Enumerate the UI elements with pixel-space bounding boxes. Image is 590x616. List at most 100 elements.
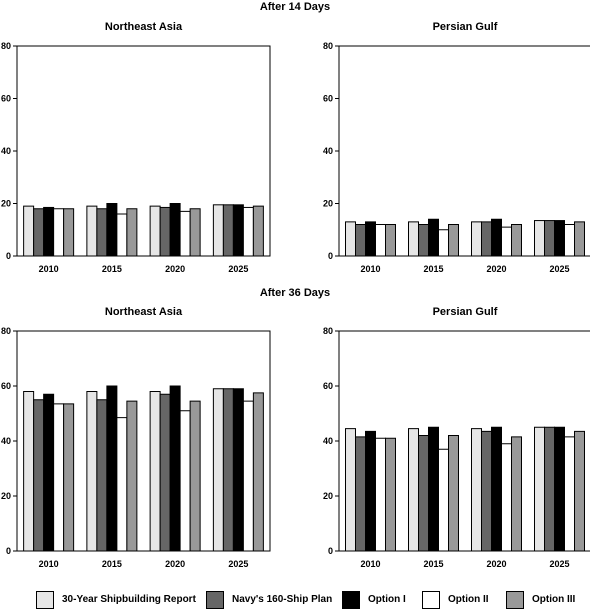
bar [534, 426, 545, 552]
legend-swatch-navy-160-ship-plan [206, 591, 224, 609]
bar [385, 437, 396, 552]
y-tick-label: 20 [323, 199, 333, 209]
bar [448, 435, 459, 552]
bar [375, 437, 386, 552]
x-tick-label: 2020 [486, 264, 506, 274]
bar [418, 435, 429, 552]
y-tick-label: 40 [1, 146, 11, 156]
x-tick-label: 2020 [486, 559, 506, 569]
bar [574, 430, 585, 552]
bar [43, 393, 55, 552]
bar [511, 224, 522, 257]
x-tick-label: 2010 [39, 559, 59, 569]
bar [63, 208, 75, 257]
panel-title: Persian Gulf [433, 306, 498, 318]
bar [511, 436, 522, 552]
bar [471, 428, 482, 552]
bar [126, 208, 138, 257]
x-tick-label: 2015 [423, 264, 443, 274]
bar [116, 417, 128, 552]
bar [345, 221, 356, 257]
bar [438, 448, 449, 552]
charts-canvas: Northeast Asia 0 20 40 60 80 2010 2015 2020 2025 P… [1, 21, 590, 569]
x-tick-label: 2020 [165, 559, 185, 569]
bar [232, 204, 244, 257]
bar [428, 218, 439, 257]
bar [428, 426, 439, 552]
y-tick-label: 0 [328, 251, 333, 261]
section-title-14-days: After 14 Days [259, 1, 331, 13]
x-tick-label: 2015 [102, 559, 122, 569]
x-tick-label: 2015 [102, 264, 122, 274]
y-tick-label: 20 [1, 491, 11, 501]
x-tick-label: 2025 [549, 559, 569, 569]
legend-swatch-option-3 [506, 591, 524, 609]
bar [212, 204, 224, 257]
bar [149, 391, 161, 552]
bar [169, 385, 181, 552]
y-tick-label: 60 [1, 381, 11, 391]
bar [375, 224, 386, 257]
bar [544, 426, 555, 552]
bar [481, 430, 492, 552]
bar [179, 210, 191, 257]
bar [189, 400, 201, 552]
bar [418, 224, 429, 257]
bar [23, 391, 35, 552]
bar [96, 208, 108, 257]
y-tick-label: 0 [328, 546, 333, 556]
bar [345, 428, 356, 552]
y-tick-label: 60 [323, 94, 333, 104]
x-tick-label: 2015 [423, 559, 443, 569]
bar [53, 208, 65, 257]
bar [554, 426, 565, 552]
panel-title: Northeast Asia [105, 306, 183, 318]
bar [471, 221, 482, 257]
bar [448, 224, 459, 257]
bar [408, 428, 419, 552]
x-tick-label: 2020 [165, 264, 185, 274]
bar [242, 400, 254, 552]
bar [438, 229, 449, 257]
y-tick-label: 80 [1, 326, 11, 336]
y-tick-label: 80 [1, 41, 11, 51]
bar [534, 220, 545, 257]
bar [242, 206, 254, 257]
bar [365, 430, 376, 552]
legend-label-navy-160-ship-plan: Navy's 160-Ship Plan [232, 594, 333, 605]
legend-label-option-1: Option I [368, 594, 406, 605]
bar [564, 224, 575, 257]
bar [491, 218, 502, 257]
bar [501, 226, 512, 257]
legend-swatch-30-year-report [36, 591, 54, 609]
bar [355, 436, 366, 552]
x-tick-label: 2010 [39, 264, 59, 274]
x-tick-label: 2025 [228, 559, 248, 569]
panel-title: Persian Gulf [433, 21, 498, 33]
bar [96, 399, 108, 552]
bar [159, 393, 171, 552]
bar [564, 436, 575, 552]
y-tick-label: 80 [323, 326, 333, 336]
bar [385, 224, 396, 257]
y-tick-label: 40 [1, 436, 11, 446]
bar [574, 221, 585, 257]
bar [365, 221, 376, 257]
y-tick-label: 80 [323, 41, 333, 51]
legend-label-30-year-report: 30-Year Shipbuilding Report [62, 594, 196, 605]
bar [355, 224, 366, 257]
bar [116, 213, 128, 257]
y-tick-label: 0 [6, 546, 11, 556]
y-tick-label: 40 [323, 146, 333, 156]
legend-label-option-3: Option III [532, 594, 576, 605]
bar [222, 204, 234, 257]
bar [252, 392, 264, 552]
bar [481, 221, 492, 257]
x-tick-label: 2025 [228, 264, 248, 274]
bar [491, 426, 502, 552]
bar [33, 208, 45, 257]
bar [126, 400, 138, 552]
bar [23, 205, 35, 257]
bar [159, 206, 171, 257]
bar [544, 220, 555, 257]
